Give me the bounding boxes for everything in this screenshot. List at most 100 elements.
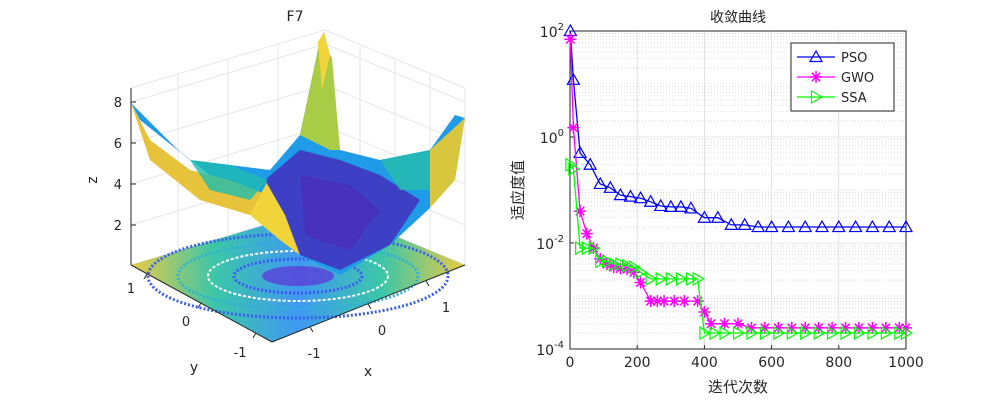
y-tick-label: 1 bbox=[127, 282, 135, 297]
surface-y-ticks: 1 0 -1 bbox=[127, 282, 247, 361]
data-point bbox=[879, 321, 892, 334]
x-tick-label: -1 bbox=[308, 347, 321, 362]
data-point bbox=[645, 271, 658, 286]
data-point bbox=[746, 326, 759, 341]
data-point bbox=[568, 161, 581, 176]
data-point bbox=[594, 252, 607, 265]
data-point bbox=[840, 326, 853, 341]
data-point bbox=[653, 198, 668, 212]
surface-x-ticks: -1 0 1 bbox=[308, 301, 451, 362]
data-point bbox=[623, 189, 638, 202]
data-point bbox=[673, 199, 688, 212]
data-point bbox=[580, 227, 593, 240]
data-point bbox=[732, 326, 746, 341]
data-point bbox=[658, 295, 671, 308]
data-point bbox=[593, 176, 608, 190]
surface-z-ticks: 8 6 4 2 bbox=[114, 96, 122, 234]
data-point bbox=[567, 121, 580, 134]
x-tick-label: 0 bbox=[378, 324, 386, 339]
x-axis-label: 迭代次数 bbox=[708, 378, 768, 396]
legend-entry: PSO bbox=[797, 49, 867, 66]
data-point bbox=[608, 257, 621, 272]
convergence-plot: 收敛曲线 0 200 400 600 800 1000 102 100 10-2 10-4 迭代… bbox=[509, 10, 924, 396]
data-point bbox=[810, 71, 822, 83]
data-point bbox=[697, 210, 712, 223]
data-point bbox=[685, 271, 699, 286]
data-point bbox=[691, 295, 704, 308]
data-point bbox=[813, 326, 826, 341]
data-point bbox=[826, 326, 840, 341]
data-point bbox=[709, 326, 722, 341]
convergence-title: 收敛曲线 bbox=[710, 10, 766, 26]
z-tick-label: 2 bbox=[114, 219, 122, 234]
legend-label: SSA bbox=[841, 91, 867, 106]
surface-axes bbox=[130, 88, 466, 343]
data-point bbox=[759, 326, 773, 341]
data-point bbox=[898, 219, 914, 233]
y-tick-label: 102 bbox=[540, 22, 564, 41]
data-point bbox=[718, 317, 731, 330]
data-point bbox=[867, 326, 880, 341]
data-point bbox=[880, 326, 894, 341]
data-point bbox=[900, 326, 914, 341]
y-tick-label: 10-4 bbox=[536, 340, 564, 359]
data-point bbox=[705, 317, 718, 330]
data-point bbox=[786, 326, 799, 341]
x-tick-label: 800 bbox=[825, 355, 852, 371]
series-pso bbox=[563, 23, 914, 233]
surface-z-label: z bbox=[85, 176, 101, 183]
data-point bbox=[683, 201, 698, 214]
x-tick-label: 0 bbox=[566, 355, 575, 371]
data-point bbox=[785, 321, 798, 334]
data-point bbox=[831, 219, 846, 233]
legend-label: GWO bbox=[841, 71, 874, 86]
y-tick-label: 0 bbox=[182, 315, 190, 330]
data-point bbox=[574, 205, 587, 218]
data-point bbox=[655, 271, 668, 286]
data-point bbox=[737, 217, 752, 230]
data-point bbox=[798, 219, 813, 233]
data-point bbox=[732, 317, 744, 330]
x-axis-ticks: 0 200 400 600 800 1000 bbox=[566, 345, 924, 371]
y-tick-label: 100 bbox=[540, 128, 564, 147]
y-tick-label: -1 bbox=[234, 346, 247, 361]
legend: PSO GWO SSA bbox=[790, 42, 895, 112]
data-point bbox=[826, 321, 839, 334]
data-point bbox=[800, 326, 813, 341]
data-point bbox=[894, 326, 907, 341]
data-point bbox=[900, 321, 912, 334]
data-point bbox=[745, 321, 758, 334]
z-tick-label: 4 bbox=[114, 178, 122, 193]
data-point bbox=[724, 217, 739, 230]
surface-y-label: y bbox=[190, 360, 198, 376]
z-tick-label: 8 bbox=[114, 96, 122, 111]
data-point bbox=[613, 187, 628, 201]
x-tick-label: 1 bbox=[442, 301, 450, 316]
legend-entry: SSA bbox=[797, 89, 867, 106]
data-point bbox=[692, 271, 705, 286]
data-point bbox=[853, 326, 867, 341]
data-point bbox=[665, 271, 679, 286]
data-point bbox=[581, 241, 595, 256]
data-point bbox=[839, 321, 852, 334]
data-point bbox=[866, 321, 879, 334]
data-point bbox=[812, 321, 825, 334]
data-point bbox=[588, 241, 601, 256]
x-tick-label: 400 bbox=[691, 355, 718, 371]
data-point bbox=[772, 321, 785, 334]
legend-entry: GWO bbox=[797, 71, 874, 86]
data-point bbox=[882, 219, 897, 233]
data-point bbox=[678, 295, 691, 308]
surface-mesh bbox=[131, 32, 465, 275]
series-ssa bbox=[565, 157, 914, 341]
data-point bbox=[603, 180, 618, 193]
data-point bbox=[848, 219, 863, 233]
data-point bbox=[633, 191, 648, 204]
data-point bbox=[893, 321, 906, 334]
surface-plot: F7 bbox=[85, 9, 466, 380]
x-tick-label: 600 bbox=[758, 355, 785, 371]
y-axis-ticks: 102 100 10-2 10-4 bbox=[536, 22, 574, 359]
x-tick-label: 1000 bbox=[888, 355, 924, 371]
data-point bbox=[635, 265, 648, 280]
